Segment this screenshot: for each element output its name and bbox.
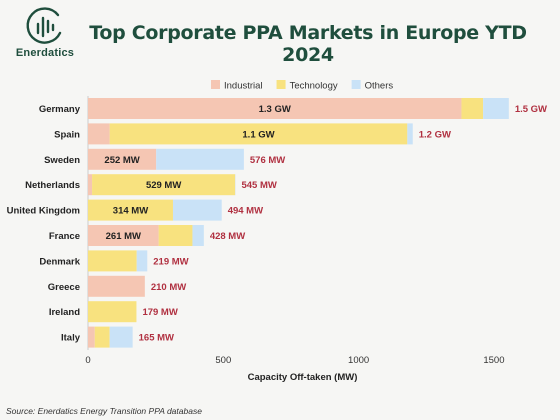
bar-segment-industrial [88, 275, 145, 297]
bar-segment-others [172, 199, 222, 221]
total-value-label: 219 MW [153, 256, 188, 267]
category-label: Italy [61, 333, 81, 344]
bar-segment-technology [94, 326, 110, 348]
x-tick-label: 1500 [483, 355, 504, 366]
total-value-label: 576 MW [250, 155, 285, 166]
x-tick-label: 1000 [348, 355, 369, 366]
legend-swatch-industrial [211, 80, 220, 89]
total-value-label: 1.5 GW [515, 104, 547, 115]
legend-label-others: Others [365, 81, 394, 92]
category-label: Germany [39, 104, 81, 115]
bar-segment-technology [88, 301, 137, 323]
brand-logo: Enerdatics [14, 6, 76, 59]
legend-swatch-technology [276, 80, 286, 89]
segment-value-label: 1.1 GW [242, 129, 274, 140]
total-value-label: 179 MW [142, 307, 177, 318]
bar-segment-others [407, 123, 413, 145]
category-label: Sweden [44, 155, 80, 166]
bar-segment-others [156, 148, 244, 170]
category-label: Ireland [49, 307, 80, 318]
bar-segment-others [483, 98, 509, 119]
category-label: Spain [54, 129, 80, 140]
bar-segment-technology [88, 199, 173, 221]
category-label: United Kingdom [7, 206, 80, 217]
category-label: Netherlands [25, 180, 80, 191]
bar-segment-industrial [88, 174, 93, 196]
bar-segment-industrial [88, 148, 157, 170]
legend-label-industrial: Industrial [224, 81, 263, 92]
segment-value-label: 261 MW [106, 231, 141, 242]
category-label: Greece [48, 282, 80, 293]
bar-segment-technology [109, 123, 408, 145]
source-note: Source: Enerdatics Energy Transition PPA… [6, 406, 202, 416]
total-value-label: 165 MW [139, 333, 174, 344]
logo-icon [26, 7, 62, 44]
bar-segment-industrial [88, 326, 95, 348]
total-value-label: 1.2 GW [419, 129, 451, 140]
bar-segment-industrial [88, 225, 159, 246]
bar-segment-technology [92, 174, 236, 196]
segment-value-label: 314 MW [113, 206, 148, 217]
legend-swatch-others [351, 80, 361, 89]
bar-segment-technology [461, 98, 484, 119]
category-label: France [49, 231, 80, 242]
bar-segment-industrial [88, 98, 462, 119]
x-tick-label: 500 [215, 355, 231, 366]
brand-name: Enerdatics [15, 47, 75, 59]
bar-segment-technology [158, 225, 193, 246]
total-value-label: 494 MW [228, 206, 263, 217]
x-axis-label: Capacity Off-taken (MW) [248, 372, 358, 383]
chart-title: Top Corporate PPA Markets in Europe YTD … [89, 22, 527, 66]
segment-value-label: 529 MW [146, 180, 181, 191]
total-value-label: 428 MW [210, 231, 245, 242]
bar-segment-others [109, 326, 133, 348]
bar-segment-technology [88, 250, 137, 272]
bar-segment-industrial [88, 123, 110, 145]
total-value-label: 545 MW [241, 180, 276, 191]
x-tick-label: 0 [85, 355, 90, 366]
bar-segment-others [136, 250, 148, 272]
category-label: Denmark [39, 256, 80, 267]
legend-label-technology: Technology [290, 81, 338, 92]
total-value-label: 210 MW [151, 282, 186, 293]
segment-value-label: 1.3 GW [259, 104, 291, 115]
segment-value-label: 252 MW [104, 155, 139, 166]
bar-segment-others [192, 225, 204, 246]
